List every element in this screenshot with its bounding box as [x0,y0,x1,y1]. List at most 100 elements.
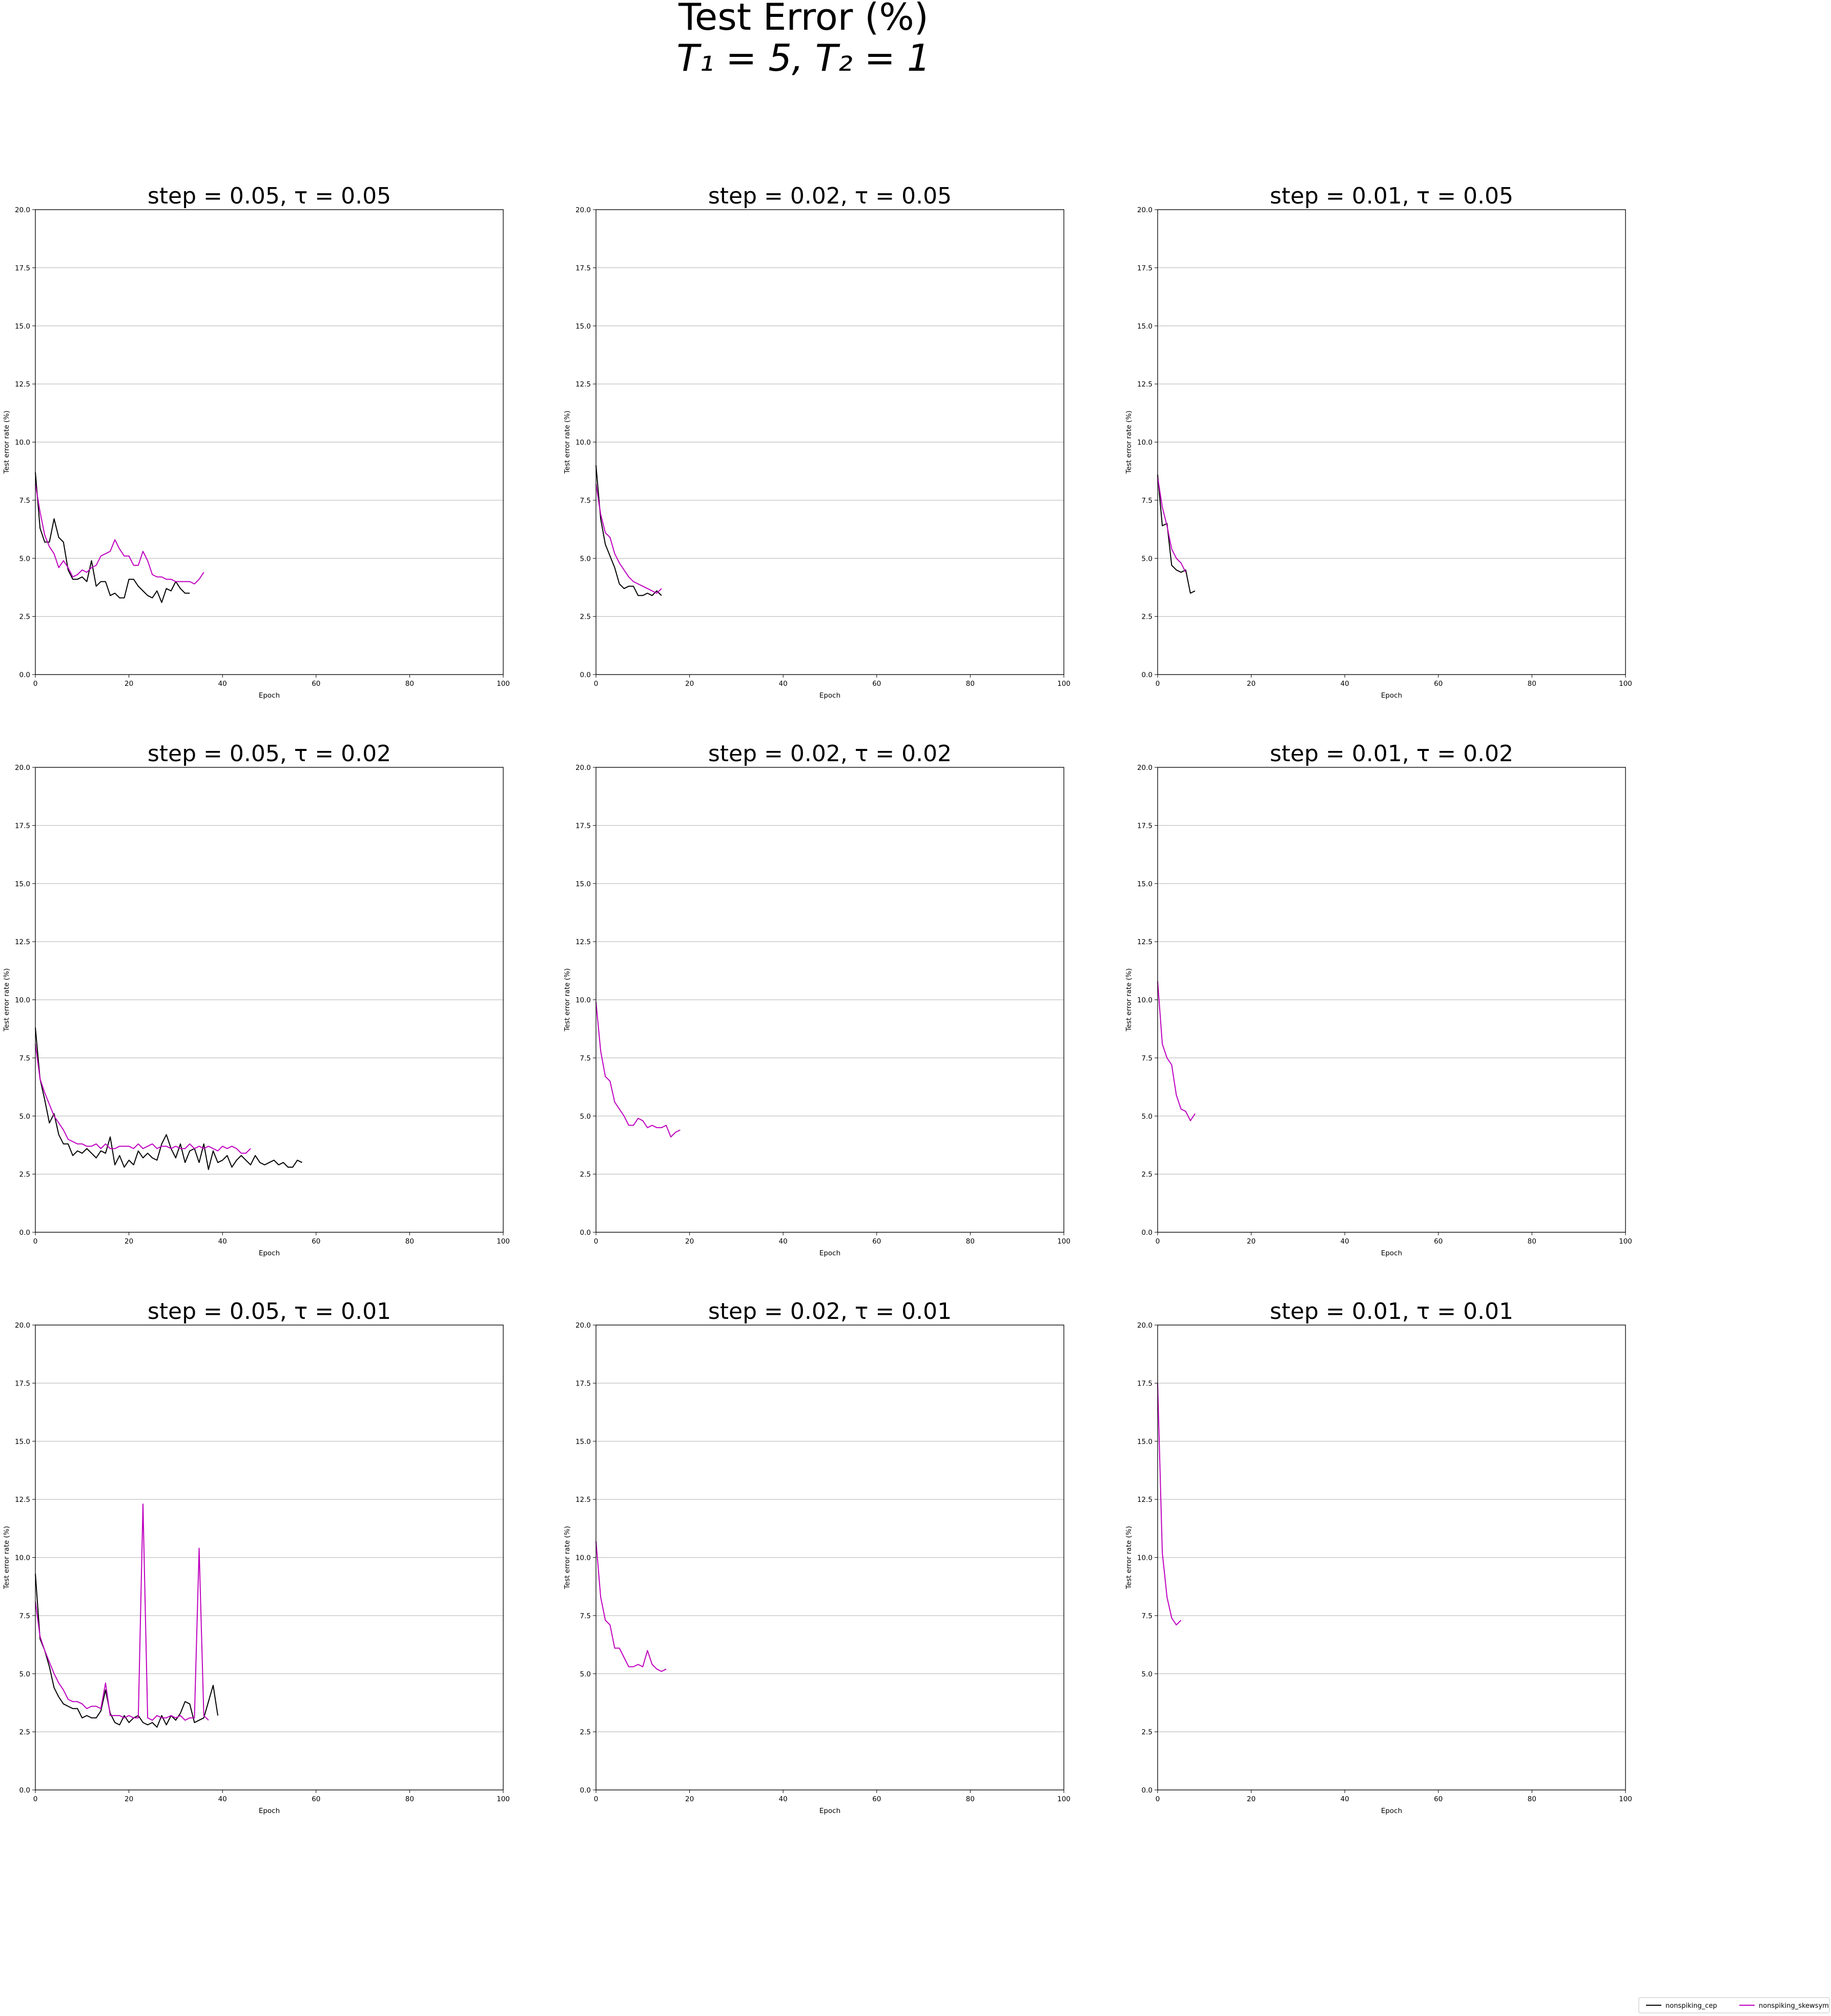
y-tick-label: 10.0 [575,1554,591,1562]
y-axis-label: Test error rate (%) [3,1526,11,1590]
y-tick-label: 2.5 [1142,1171,1153,1179]
y-tick-label: 7.5 [1142,497,1153,505]
legend: nonspiking_cep nonspiking_skewsym [1638,1997,1830,2013]
subplot: step = 0.05, τ = 0.02 0.0 2.5 5.0 7.5 10.0 12.… [3,741,510,1257]
x-tick-label: 40 [779,1795,788,1803]
x-axis-label: Epoch [259,691,280,700]
y-tick-label: 7.5 [580,1612,591,1620]
y-axis-label: Test error rate (%) [563,968,571,1032]
y-axis-label: Test error rate (%) [563,1526,571,1590]
x-axis-label: Epoch [819,1249,840,1257]
axes-frame [595,1325,1064,1790]
y-tick-label: 0.0 [1142,1786,1153,1795]
x-tick-label: 20 [685,680,694,688]
y-tick-label: 0.0 [580,1786,591,1795]
x-tick-label: 40 [1341,1795,1349,1803]
x-tick-label: 0 [33,1237,38,1246]
y-tick-label: 5.0 [580,1670,591,1678]
y-tick-label: 7.5 [19,497,30,505]
series-line-nonspiking_skewsym [595,1002,681,1138]
x-tick-label: 80 [1528,1795,1536,1803]
x-tick-label: 40 [1341,680,1349,688]
x-tick-label: 0 [594,1237,599,1246]
series-line-nonspiking_cep [35,1574,219,1728]
y-tick-label: 0.0 [580,671,591,679]
y-tick-label: 12.5 [575,380,591,389]
x-axis-label: Epoch [819,691,840,700]
y-axis-label: Test error rate (%) [3,968,11,1032]
y-tick-label: 2.5 [19,1171,30,1179]
y-tick-label: 12.5 [1137,380,1153,389]
y-tick-label: 17.5 [15,822,30,830]
x-tick-label: 80 [405,1237,414,1246]
y-tick-label: 5.0 [1142,555,1153,563]
subplot: step = 0.01, τ = 0.05 0.0 2.5 5.0 7.5 10.0 12.… [1125,183,1632,700]
axes-frame [35,1325,504,1790]
x-tick-label: 0 [594,680,599,688]
x-tick-label: 0 [594,1795,599,1803]
x-tick-label: 60 [312,1795,320,1803]
y-tick-label: 17.5 [1137,1379,1153,1388]
x-tick-label: 80 [966,1237,975,1246]
y-tick-label: 15.0 [575,1438,591,1446]
x-axis-label: Epoch [259,1807,280,1815]
y-tick-label: 17.5 [575,1379,591,1388]
y-tick-label: 15.0 [575,322,591,331]
axes-frame [1157,209,1626,675]
y-tick-label: 20.0 [15,1321,30,1330]
y-tick-label: 2.5 [580,613,591,621]
y-axis-label: Test error rate (%) [1125,1526,1133,1590]
y-tick-label: 17.5 [15,264,30,272]
x-tick-label: 100 [1057,1237,1071,1246]
y-tick-label: 0.0 [19,1786,30,1795]
subplot-title: step = 0.05, τ = 0.05 [148,183,391,209]
y-tick-label: 15.0 [575,880,591,888]
axes-frame [35,767,504,1233]
y-tick-label: 12.5 [15,938,30,946]
subplot-title: step = 0.01, τ = 0.05 [1270,183,1513,209]
y-tick-label: 0.0 [19,671,30,679]
series-line-nonspiking_skewsym [35,1044,251,1154]
y-tick-label: 17.5 [575,264,591,272]
subplot: step = 0.01, τ = 0.01 0.0 2.5 5.0 7.5 10.0 12.… [1125,1298,1632,1815]
y-tick-label: 10.0 [1137,996,1153,1005]
y-tick-label: 15.0 [15,322,30,331]
y-axis-label: Test error rate (%) [3,411,11,474]
y-tick-label: 2.5 [1142,613,1153,621]
y-tick-label: 12.5 [1137,938,1153,946]
x-tick-label: 20 [125,680,133,688]
x-tick-label: 80 [1528,680,1536,688]
axes-frame [595,767,1064,1233]
y-tick-label: 12.5 [15,380,30,389]
x-tick-label: 40 [779,1237,788,1246]
y-tick-label: 20.0 [575,764,591,772]
y-tick-label: 20.0 [15,764,30,772]
subplot-title: step = 0.01, τ = 0.01 [1270,1298,1513,1325]
x-tick-label: 40 [218,1795,227,1803]
y-tick-label: 15.0 [1137,1438,1153,1446]
series-line-nonspiking_skewsym [1157,1383,1182,1626]
subplot-title: step = 0.02, τ = 0.02 [708,741,952,767]
series-line-nonspiking_skewsym [35,483,204,585]
x-tick-label: 20 [1247,1237,1256,1246]
legend-box [1638,1997,1830,2013]
x-tick-label: 20 [125,1795,133,1803]
subplot-title: step = 0.05, τ = 0.01 [148,1298,391,1325]
x-tick-label: 100 [1057,680,1071,688]
y-tick-label: 10.0 [15,439,30,447]
x-tick-label: 100 [497,1795,510,1803]
subplot-grid: step = 0.05, τ = 0.05 0.0 2.5 5.0 7.5 10.0 12.… [3,183,1632,1815]
y-tick-label: 12.5 [15,1496,30,1504]
x-tick-label: 60 [312,1237,320,1246]
x-tick-label: 20 [1247,680,1256,688]
x-tick-label: 40 [218,1237,227,1246]
x-tick-label: 20 [685,1795,694,1803]
y-tick-label: 17.5 [575,822,591,830]
x-axis-label: Epoch [819,1807,840,1815]
y-axis-label: Test error rate (%) [1125,411,1133,474]
series-line-nonspiking_skewsym [1157,981,1196,1122]
y-tick-label: 2.5 [19,1728,30,1737]
x-tick-label: 100 [1619,680,1632,688]
x-axis-label: Epoch [1381,1807,1402,1815]
y-tick-label: 5.0 [1142,1112,1153,1121]
